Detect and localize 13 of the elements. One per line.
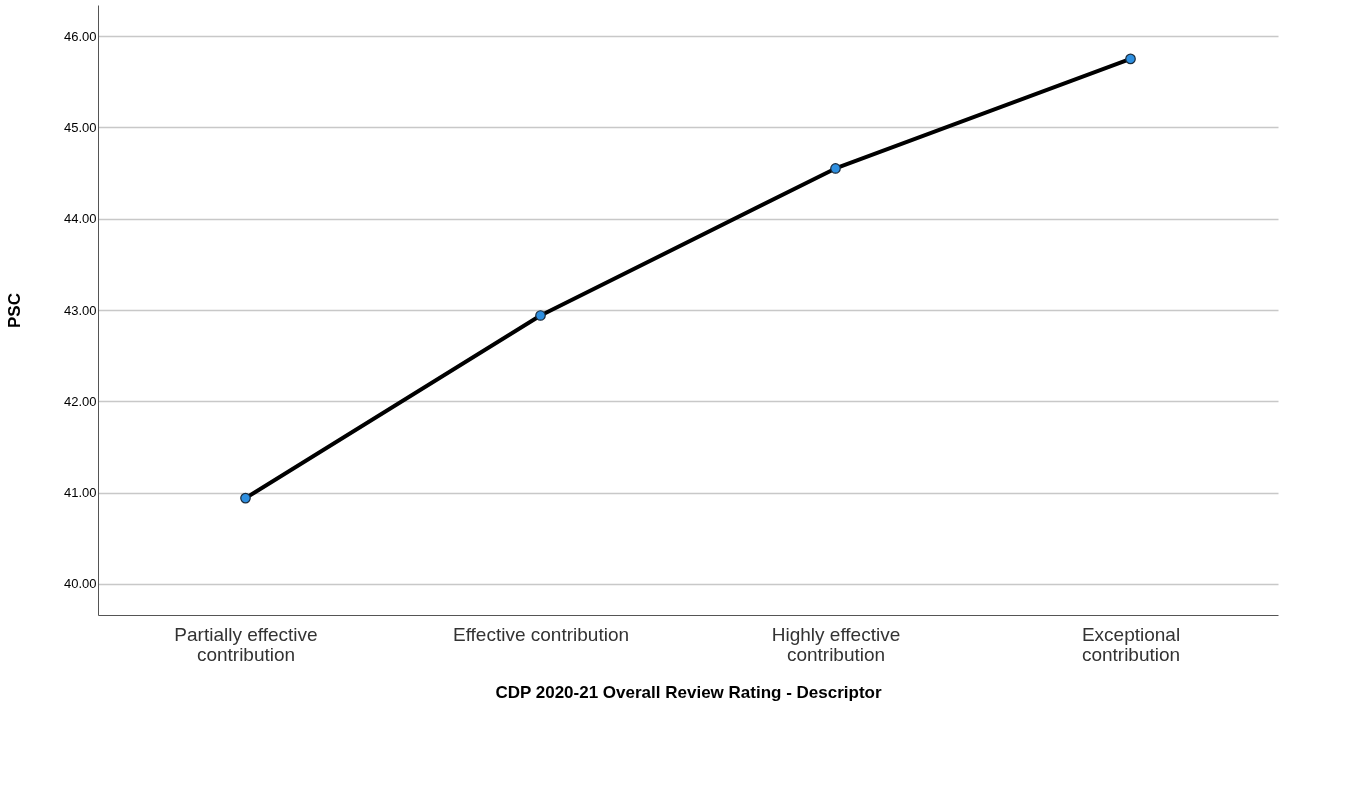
- y-tick-label: 41.00: [63, 485, 97, 501]
- y-tick-label: 40.00: [63, 576, 97, 592]
- x-tick-label: Effective contribution: [452, 623, 630, 645]
- y-tick-label: 42.00: [63, 393, 97, 409]
- x-tick-label: Highly effective contribution: [771, 623, 901, 665]
- y-tick-label: 46.00: [63, 28, 97, 44]
- x-tick-label: Partially effective contribution: [174, 623, 318, 665]
- x-axis-title: CDP 2020-21 Overall Review Rating - Descriptor: [495, 682, 882, 702]
- x-tick-label: Exceptional contribution: [1081, 623, 1181, 665]
- y-tick-label: 43.00: [63, 302, 97, 318]
- y-tick-label: 44.00: [63, 211, 97, 227]
- y-axis-title: PSC: [4, 293, 24, 328]
- y-tick-label: 45.00: [63, 119, 97, 135]
